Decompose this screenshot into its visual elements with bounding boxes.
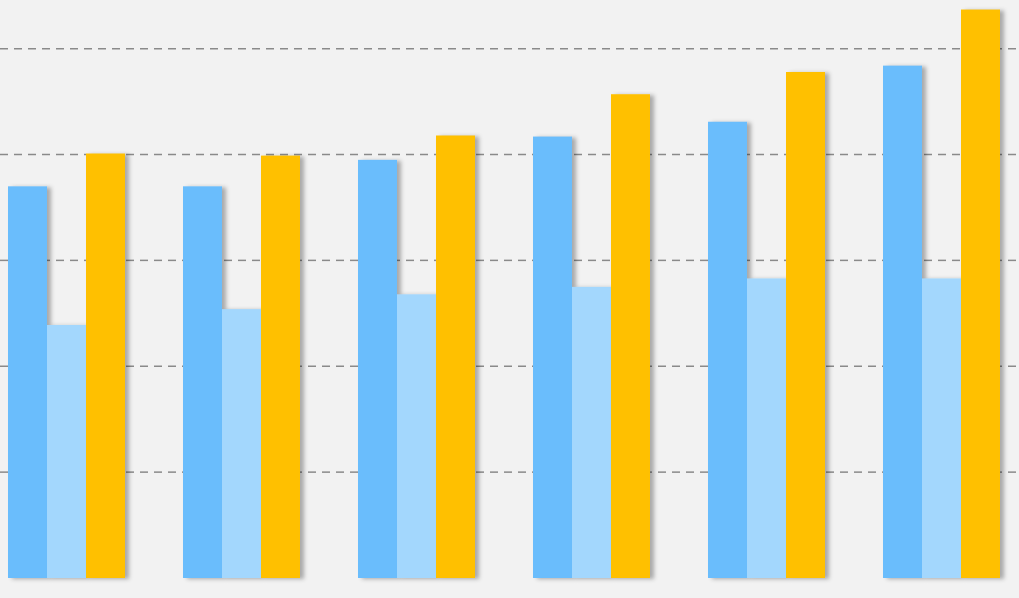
bar — [747, 278, 786, 578]
bar — [883, 65, 922, 579]
bar — [786, 71, 825, 578]
bar — [183, 186, 222, 579]
bar — [397, 294, 436, 578]
bar — [222, 309, 261, 578]
bar — [961, 9, 1000, 579]
bar — [611, 94, 650, 578]
bar — [261, 155, 300, 578]
bar — [47, 324, 86, 578]
bar — [436, 135, 475, 578]
bar — [572, 286, 611, 578]
bar — [8, 186, 47, 579]
bar — [86, 153, 125, 578]
bar — [708, 121, 747, 578]
bar — [358, 159, 397, 578]
bar — [533, 136, 572, 579]
bar — [922, 278, 961, 578]
